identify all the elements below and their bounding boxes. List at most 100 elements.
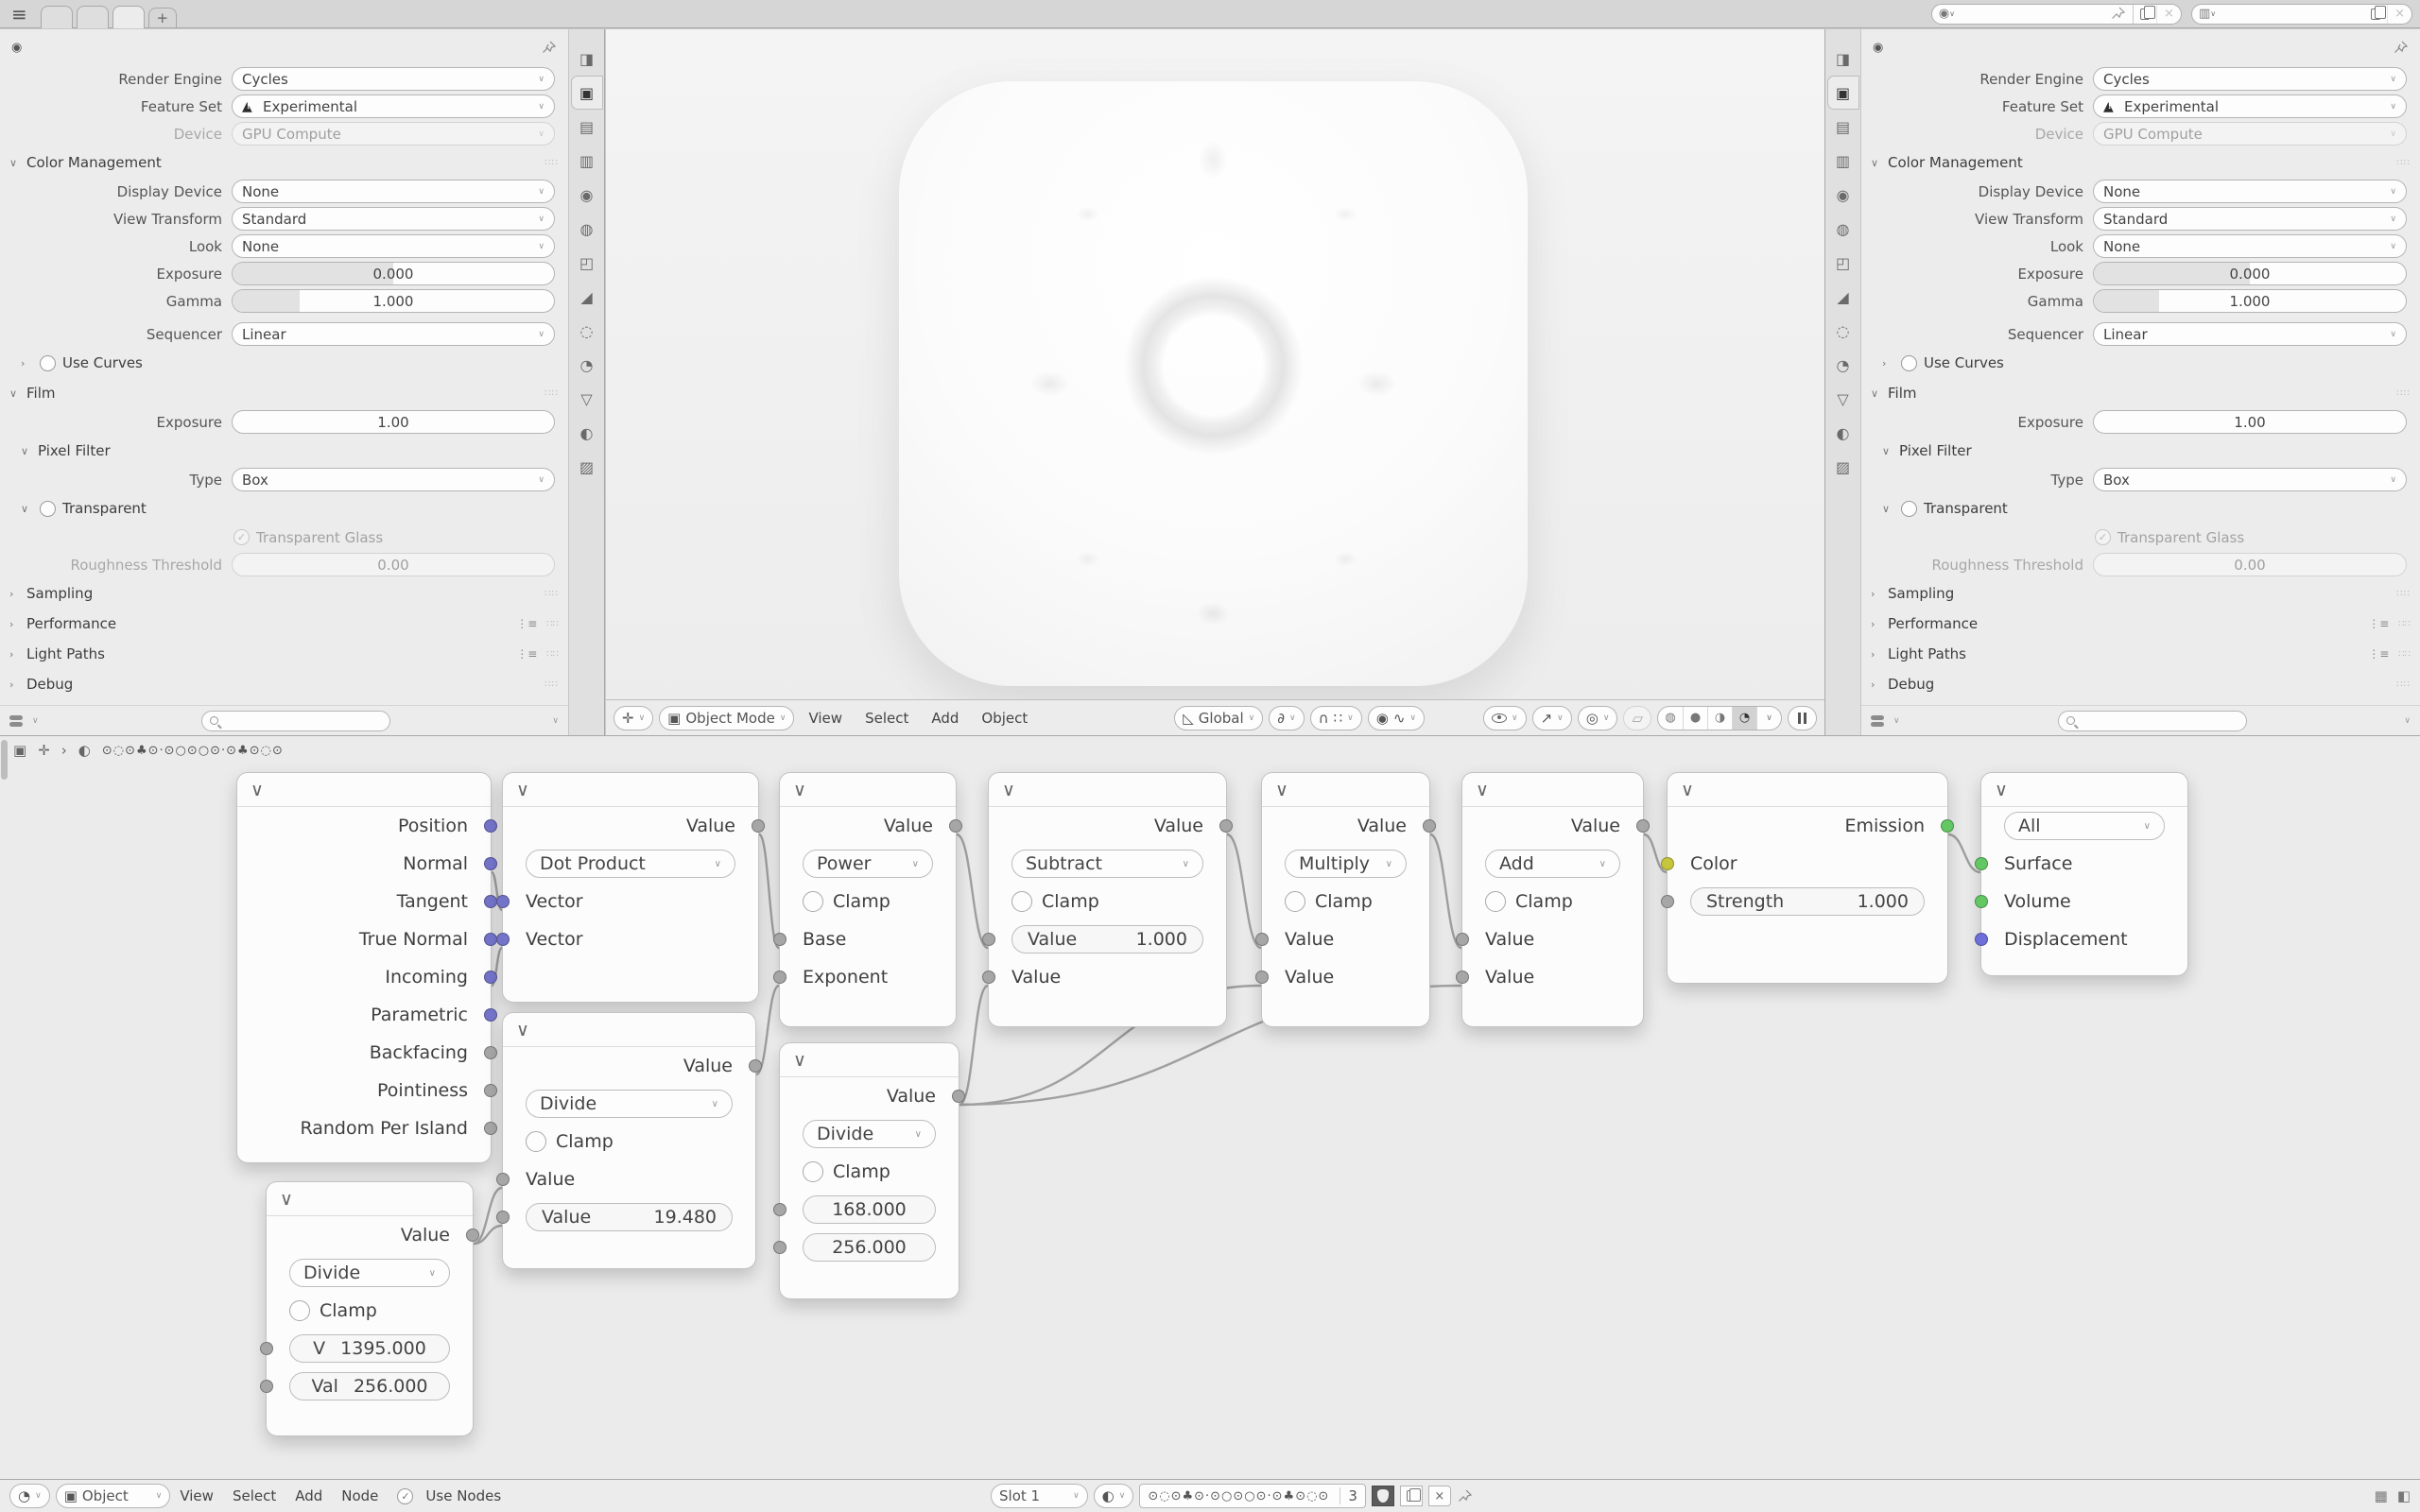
socket-output-value[interactable]	[1219, 819, 1233, 833]
material-users-count[interactable]: 3	[1340, 1487, 1357, 1504]
node-operation-dropdown[interactable]: Dot Product ∨	[526, 850, 735, 878]
socket-output-emission[interactable]	[1941, 819, 1954, 833]
material-name-field[interactable]: ⊙◌⊙♣⊙·⊙○⊙○⊙·⊙♣⊙◌⊙ 3	[1139, 1484, 1366, 1508]
properties-tab-object-data-icon[interactable]: ▽	[1837, 389, 1849, 408]
render-engine-dropdown[interactable]: Cycles ∨	[232, 67, 555, 91]
new-scene-copy-icon[interactable]	[2133, 4, 2156, 24]
workspace-tab-1[interactable]	[40, 5, 73, 28]
menu-hamburger-icon[interactable]: ≡	[11, 2, 27, 26]
properties-tab-material-icon[interactable]: ◐	[1836, 423, 1850, 442]
fake-user-shield-button[interactable]	[1371, 1486, 1394, 1506]
section-transparent[interactable]: ∨ Transparent	[1882, 500, 2008, 517]
socket-output-pointiness[interactable]	[484, 1084, 497, 1097]
section-color-management[interactable]: ∨ Color Management ∷∷	[1871, 154, 2411, 171]
node-dot[interactable]: ∨ Value Dot Product ∨ Vector Vector	[496, 772, 765, 1003]
mode-dropdown[interactable]: ▣ Object Mode ∨	[659, 705, 795, 730]
visibility-dropdown[interactable]: ∨	[1483, 705, 1527, 730]
exposure-slider[interactable]: 0.000	[2093, 262, 2407, 285]
node-collapse-chevron[interactable]: ∨	[503, 773, 758, 807]
pin-icon[interactable]	[2103, 5, 2133, 24]
transparent-glass-checkbox[interactable]: ✓	[2095, 529, 2111, 545]
display-device-dropdown[interactable]: None ∨	[232, 180, 555, 203]
clamp-checkbox[interactable]	[1285, 891, 1305, 912]
drag-grip-icon[interactable]: ∷∷	[546, 648, 559, 660]
roughness-threshold-field[interactable]: 0.00	[2093, 553, 2407, 576]
node-collapse-chevron[interactable]: ∨	[989, 773, 1226, 807]
socket-output-value[interactable]	[466, 1228, 479, 1242]
section-transparent[interactable]: ∨ Transparent	[21, 500, 147, 517]
use-curves-checkbox[interactable]	[40, 354, 56, 371]
material-browse-dropdown[interactable]: ◐ ∨	[1093, 1484, 1134, 1508]
device-dropdown[interactable]: GPU Compute ∨	[2093, 122, 2407, 146]
options-chevron[interactable]: ∨	[2404, 715, 2411, 726]
properties-tab-render-icon[interactable]: ▣	[1826, 76, 1859, 110]
new-layer-copy-icon[interactable]	[2364, 5, 2387, 24]
value-field[interactable]: 168.000	[803, 1195, 936, 1224]
section-color-management[interactable]: ∨ Color Management ∷∷	[9, 154, 559, 171]
render-engine-dropdown[interactable]: Cycles ∨	[2093, 67, 2407, 91]
node-collapse-chevron[interactable]: ∨	[1981, 773, 2187, 807]
socket-output-position[interactable]	[484, 819, 497, 833]
node-operation-dropdown[interactable]: Divide ∨	[526, 1090, 733, 1118]
view-transform-dropdown[interactable]: Standard ∨	[2093, 207, 2407, 231]
menu-select[interactable]: Select	[865, 709, 909, 727]
unlink-material-button[interactable]: ×	[1427, 1486, 1451, 1506]
socket-input-value[interactable]	[1255, 933, 1269, 946]
section-debug[interactable]: › Debug ∷∷	[9, 676, 559, 693]
menu-view[interactable]: View	[180, 1487, 214, 1504]
properties-tab-view-layer-icon[interactable]: ▥	[1835, 151, 1851, 170]
film-exposure-field[interactable]: 1.00	[232, 410, 555, 434]
section-pixel-filter[interactable]: ∨ Pixel Filter	[1882, 442, 1972, 459]
properties-tab-physics-icon[interactable]: ◔	[579, 355, 594, 374]
section-film[interactable]: ∨ Film ∷∷	[1871, 385, 2411, 402]
properties-tab-view-layer-icon[interactable]: ▥	[579, 151, 595, 170]
socket-output-parametric[interactable]	[484, 1008, 497, 1022]
shading-solid-button[interactable]: ●	[1683, 706, 1707, 730]
preset-list-icon[interactable]: ⋮≡	[516, 617, 538, 630]
view-layer-selector[interactable]: ▥ ∨ ×	[2190, 3, 2412, 25]
value-field[interactable]: 256.000	[803, 1233, 936, 1262]
value-field[interactable]: Val 256.000	[289, 1372, 450, 1400]
socket-output-backfacing[interactable]	[484, 1046, 497, 1059]
properties-tab-render-icon[interactable]: ▣	[570, 76, 603, 110]
drag-grip-icon[interactable]: ∷∷	[2398, 648, 2411, 660]
node-multiply[interactable]: ∨ Value Multiply ∨ Clamp Value Value	[1255, 772, 1436, 1027]
transform-orientation-dropdown[interactable]: ◺ Global ∨	[1174, 705, 1264, 730]
menu-node[interactable]: Node	[341, 1487, 379, 1504]
sequencer-dropdown[interactable]: Linear ∨	[2093, 322, 2407, 346]
socket-input-value[interactable]	[982, 971, 995, 984]
editor-corner-icon[interactable]: ◧	[2396, 1487, 2411, 1504]
look-dropdown[interactable]: None ∨	[2093, 234, 2407, 258]
node-operation-dropdown[interactable]: Add ∨	[1485, 850, 1620, 878]
properties-tab-scene-icon[interactable]: ◉	[579, 185, 594, 204]
socket-output-tangent[interactable]	[484, 895, 497, 908]
proportional-edit-toggle[interactable]: ◉ ∿ ∨	[1367, 705, 1425, 730]
viewport-mesh-object[interactable]	[899, 81, 1528, 686]
viewport-3d[interactable]: ✛ ∨ ▣ Object Mode ∨ View Select Add Object …	[606, 29, 1824, 735]
socket-input-volume[interactable]	[1975, 895, 1988, 908]
preset-list-icon[interactable]: ⋮≡	[2368, 647, 2390, 661]
menu-add[interactable]: Add	[295, 1487, 323, 1504]
transparent-glass-checkbox[interactable]: ✓	[233, 529, 250, 545]
editor-type-dropdown[interactable]: ◔ ∨	[9, 1484, 50, 1508]
socket-input-value[interactable]	[773, 1203, 786, 1216]
feature-set-dropdown[interactable]: ▲! Experimental ∨	[2093, 94, 2407, 118]
node-emission[interactable]: ∨ Emission Color Strength 1.000	[1661, 772, 1954, 984]
socket-input-value[interactable]	[496, 1173, 510, 1186]
menu-select[interactable]: Select	[232, 1487, 277, 1504]
node-collapse-chevron[interactable]: ∨	[1262, 773, 1429, 807]
socket-input-value[interactable]	[496, 1211, 510, 1224]
properties-tab-scene-icon[interactable]: ◉	[1836, 185, 1850, 204]
roughness-threshold-field[interactable]: 0.00	[232, 553, 555, 576]
socket-input-value[interactable]	[1456, 971, 1469, 984]
node-add[interactable]: ∨ Value Add ∨ Clamp Value Value	[1456, 772, 1650, 1027]
value-field[interactable]: Strength 1.000	[1690, 887, 1925, 916]
section-debug[interactable]: › Debug ∷∷	[1871, 676, 2411, 693]
clamp-checkbox[interactable]	[1011, 891, 1032, 912]
use-curves-checkbox[interactable]	[1901, 354, 1917, 371]
socket-input-displacement[interactable]	[1975, 933, 1988, 946]
shading-material-button[interactable]: ◑	[1707, 706, 1732, 730]
gamma-slider[interactable]: 1.000	[232, 289, 555, 313]
workspace-tab-2[interactable]	[76, 5, 109, 28]
socket-output-incoming[interactable]	[484, 971, 497, 984]
